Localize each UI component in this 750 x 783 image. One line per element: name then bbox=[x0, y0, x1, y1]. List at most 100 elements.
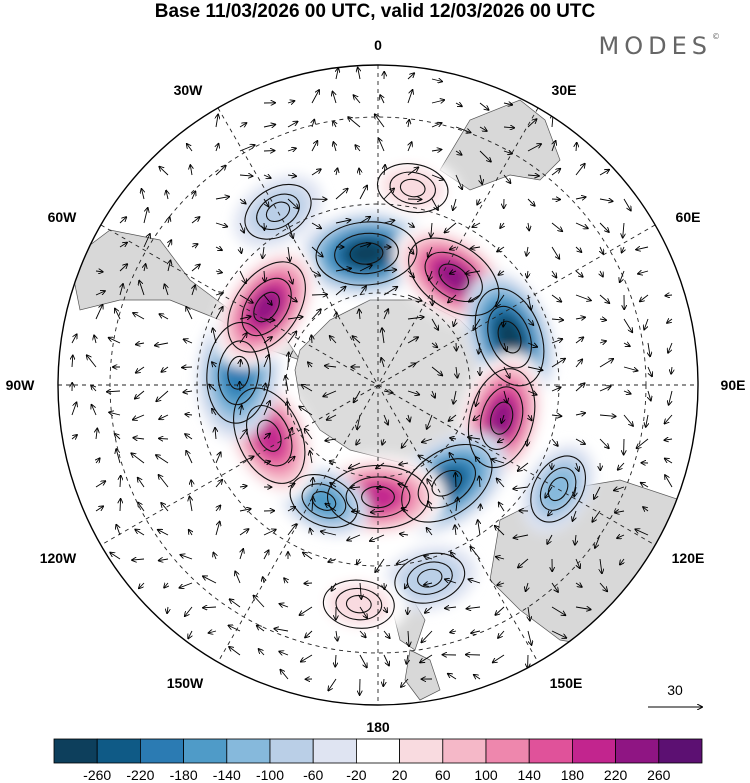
wind-vector bbox=[479, 127, 487, 131]
wind-vector bbox=[300, 606, 313, 615]
wind-vector bbox=[408, 606, 409, 614]
wind-vector bbox=[349, 462, 361, 468]
wind-vector bbox=[323, 390, 337, 396]
wind-vector bbox=[139, 582, 145, 588]
wind-vector bbox=[212, 409, 216, 416]
label-60w: 60W bbox=[48, 209, 78, 225]
colorbar-label: -100 bbox=[256, 767, 284, 783]
wind-vector bbox=[95, 305, 103, 320]
wind-vector bbox=[191, 480, 192, 488]
wind-vector bbox=[330, 483, 337, 487]
wind-vector bbox=[551, 359, 565, 368]
wind-vector bbox=[421, 630, 433, 642]
wind-vector bbox=[215, 428, 216, 440]
wind-vector bbox=[142, 189, 145, 200]
wind-vector bbox=[185, 606, 193, 616]
wind-vector bbox=[310, 451, 312, 464]
wind-vector bbox=[215, 480, 222, 488]
reference-vector-label: 30 bbox=[667, 682, 683, 698]
wind-vector bbox=[168, 217, 170, 224]
wind-vector bbox=[229, 647, 241, 656]
wind-vector bbox=[427, 414, 433, 429]
wind-vector bbox=[431, 150, 441, 152]
wind-vector bbox=[504, 390, 507, 403]
contour-line bbox=[479, 386, 524, 450]
wind-vector bbox=[327, 414, 337, 420]
wind-vector bbox=[357, 414, 360, 429]
wind-vector bbox=[379, 138, 385, 152]
wind-vector bbox=[330, 336, 337, 344]
wind-vector bbox=[304, 583, 313, 584]
wind-vector bbox=[551, 222, 562, 231]
wind-vector bbox=[119, 243, 127, 248]
wind-vector bbox=[287, 402, 288, 416]
colorbar-swatch bbox=[399, 738, 444, 764]
colorbar-label: 260 bbox=[647, 767, 671, 783]
wind-vector bbox=[527, 630, 532, 645]
colorbar-swatch bbox=[442, 738, 487, 764]
anomaly-band bbox=[381, 166, 445, 210]
wind-vector bbox=[664, 439, 673, 440]
wind-vector bbox=[636, 247, 649, 250]
wind-vector bbox=[425, 606, 433, 613]
wind-vector bbox=[528, 414, 532, 420]
wind-vector bbox=[623, 198, 631, 211]
wind-vector bbox=[159, 414, 169, 419]
wind-vector bbox=[336, 68, 338, 80]
wind-vector bbox=[335, 654, 336, 667]
wind-vector bbox=[384, 165, 385, 176]
wind-vector bbox=[551, 319, 563, 320]
wind-vector bbox=[599, 359, 613, 368]
wind-vector bbox=[498, 271, 505, 275]
wind-vector bbox=[188, 630, 192, 638]
label-150e: 150E bbox=[550, 675, 583, 691]
wind-vector bbox=[138, 478, 145, 488]
wind-vector bbox=[473, 414, 481, 420]
wind-vector bbox=[445, 607, 457, 608]
wind-vector bbox=[87, 355, 97, 368]
wind-vector bbox=[455, 174, 462, 189]
wind-vector bbox=[383, 309, 388, 320]
label-180: 180 bbox=[366, 719, 390, 735]
wind-vector bbox=[429, 270, 432, 280]
wind-vector bbox=[575, 337, 583, 344]
wind-vector bbox=[575, 383, 585, 392]
contour-line bbox=[431, 469, 463, 497]
wind-vector bbox=[431, 100, 444, 103]
wind-vector bbox=[263, 461, 270, 463]
wind-vector bbox=[359, 217, 370, 224]
wind-vector bbox=[408, 120, 409, 128]
wind-vector bbox=[576, 143, 577, 152]
wind-vector bbox=[159, 314, 169, 320]
wind-vector bbox=[120, 476, 121, 488]
wind-vector bbox=[407, 167, 418, 176]
wind-vector bbox=[168, 240, 171, 248]
wind-vector bbox=[240, 246, 241, 253]
wind-vector bbox=[640, 294, 649, 301]
wind-vector bbox=[263, 355, 269, 368]
wind-vector bbox=[472, 223, 481, 227]
wind-vector bbox=[644, 318, 649, 330]
wind-vector bbox=[527, 270, 528, 278]
wind-vector bbox=[397, 558, 409, 564]
wind-vector bbox=[527, 342, 537, 347]
wind-vector bbox=[503, 174, 511, 183]
wind-vector bbox=[94, 335, 96, 344]
wind-vector bbox=[143, 208, 148, 224]
wind-vector bbox=[192, 285, 195, 296]
wind-vector bbox=[311, 335, 312, 344]
wind-vector bbox=[575, 413, 585, 415]
wind-vector bbox=[156, 390, 169, 401]
wind-vector bbox=[229, 626, 241, 632]
anomaly-band bbox=[539, 466, 577, 512]
wind-vector bbox=[518, 462, 529, 471]
wind-vector bbox=[407, 73, 414, 80]
wind-vector bbox=[377, 487, 385, 488]
wind-vector bbox=[599, 438, 609, 448]
anomaly-band bbox=[248, 187, 308, 237]
wind-vector bbox=[354, 390, 361, 402]
wind-vector bbox=[259, 649, 265, 656]
wind-vector bbox=[257, 626, 265, 632]
wind-vector bbox=[551, 199, 560, 200]
wind-vector bbox=[528, 294, 531, 310]
